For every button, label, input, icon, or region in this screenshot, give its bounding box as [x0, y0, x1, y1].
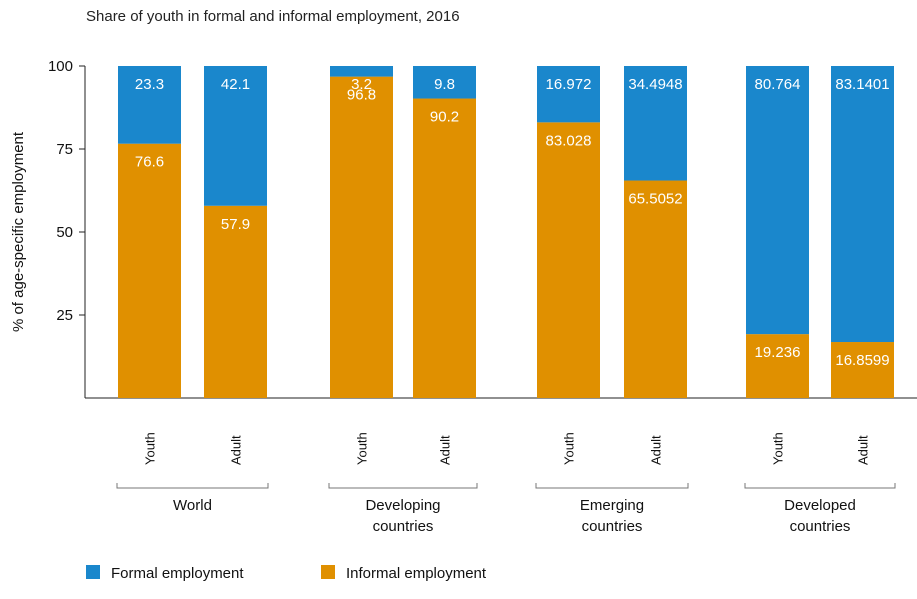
group-label-line2: countries — [373, 518, 434, 535]
category-label: Adult — [438, 435, 453, 465]
bar-formal-employment — [204, 66, 267, 206]
data-label-informal: 96.8 — [347, 87, 376, 104]
data-label-formal: 34.4948 — [628, 76, 682, 93]
group-bracket — [328, 483, 478, 489]
category-label: Youth — [143, 432, 158, 465]
group-bracket — [116, 483, 269, 489]
data-label-informal: 90.2 — [430, 109, 459, 126]
data-label-informal: 65.5052 — [628, 191, 682, 208]
bar-informal-employment — [118, 143, 181, 398]
bar-informal-employment — [624, 180, 687, 398]
bar-informal-employment — [330, 76, 393, 399]
bar-informal-employment — [204, 205, 267, 398]
legend-swatch-formal — [86, 565, 100, 579]
bar-informal-employment — [537, 122, 600, 398]
bar-formal-employment — [746, 66, 809, 335]
category-label: Adult — [856, 435, 871, 465]
y-tick-label: 100 — [48, 58, 73, 75]
bar-formal-employment — [118, 66, 181, 144]
group-label: Developing — [365, 497, 440, 514]
bar-informal-employment — [831, 342, 894, 398]
y-tick-label: 75 — [56, 141, 73, 158]
bar-informal-employment — [413, 98, 476, 398]
y-tick-label: 50 — [56, 224, 73, 241]
data-label-informal: 57.9 — [221, 216, 250, 233]
data-label-formal: 42.1 — [221, 76, 250, 93]
group-label-line2: countries — [790, 518, 851, 535]
data-label-formal: 23.3 — [135, 76, 164, 93]
category-label: Youth — [562, 432, 577, 465]
data-label-formal: 16.972 — [546, 76, 592, 93]
y-tick-label: 25 — [56, 307, 73, 324]
group-label: Developed — [784, 497, 856, 514]
data-label-formal: 9.8 — [434, 76, 455, 93]
bar-informal-employment — [746, 334, 809, 398]
bar-formal-employment — [624, 66, 687, 181]
category-label: Adult — [229, 435, 244, 465]
data-label-formal: 3.2 — [351, 76, 372, 93]
bar-formal-employment — [537, 66, 600, 123]
data-label-formal: 80.764 — [755, 76, 801, 93]
y-axis-label: % of age-specific employment — [10, 131, 27, 332]
legend-label-informal: Informal employment — [346, 565, 487, 582]
legend-label-formal: Formal employment — [111, 565, 244, 582]
group-label: Emerging — [580, 497, 644, 514]
data-label-formal: 83.1401 — [835, 76, 889, 93]
category-label: Youth — [771, 432, 786, 465]
bar-formal-employment — [413, 66, 476, 99]
group-bracket — [744, 483, 896, 489]
category-label: Adult — [649, 435, 664, 465]
category-label: Youth — [355, 432, 370, 465]
legend-swatch-informal — [321, 565, 335, 579]
data-label-informal: 16.8599 — [835, 352, 889, 369]
group-label: World — [173, 497, 212, 514]
group-bracket — [535, 483, 689, 489]
bar-formal-employment — [330, 66, 393, 77]
data-label-informal: 83.028 — [546, 132, 592, 149]
bar-formal-employment — [831, 66, 894, 343]
group-label-line2: countries — [582, 518, 643, 535]
data-label-informal: 76.6 — [135, 154, 164, 171]
data-label-informal: 19.236 — [755, 344, 801, 361]
chart-title: Share of youth in formal and informal em… — [86, 8, 460, 25]
